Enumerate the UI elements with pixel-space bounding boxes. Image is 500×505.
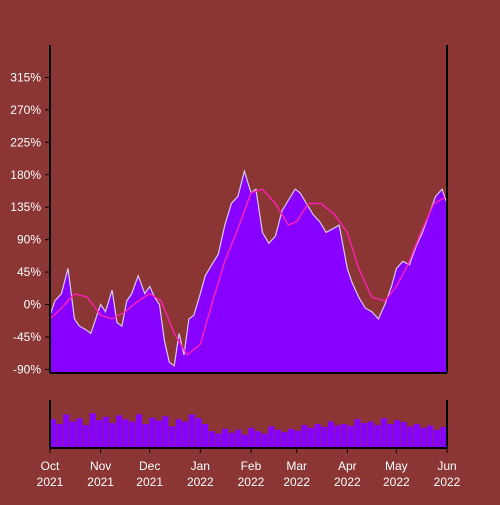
x-tick-year: 2022 xyxy=(334,475,361,489)
volume-bar xyxy=(367,421,374,448)
x-tick-year: 2022 xyxy=(187,475,214,489)
volume-bar xyxy=(294,430,301,448)
volume-bar xyxy=(195,418,202,448)
volume-bar xyxy=(188,414,195,448)
volume-bar xyxy=(56,424,63,448)
x-tick-month: Feb xyxy=(241,459,262,473)
volume-bar xyxy=(380,418,387,448)
volume-bar xyxy=(413,424,420,448)
volume-bar xyxy=(374,425,381,448)
volume-bar xyxy=(241,434,248,448)
x-tick-year: 2021 xyxy=(87,475,114,489)
volume-bar xyxy=(248,427,255,448)
x-tick-month: Jun xyxy=(437,459,456,473)
volume-bar xyxy=(208,431,215,448)
volume-bar xyxy=(102,416,109,448)
volume-bar xyxy=(288,428,295,448)
x-tick-month: Nov xyxy=(90,459,111,473)
price-panel xyxy=(49,45,448,374)
volume-bar xyxy=(69,421,76,448)
volume-bar xyxy=(400,422,407,448)
volume-bar xyxy=(387,424,394,448)
volume-bar xyxy=(334,425,341,448)
y-tick-label: -45% xyxy=(13,330,41,344)
volume-bar xyxy=(301,425,308,448)
y-tick-label: 315% xyxy=(10,70,41,84)
y-tick-label: 270% xyxy=(10,103,41,117)
volume-bar xyxy=(89,413,96,448)
volume-bar xyxy=(116,415,123,448)
volume-bar xyxy=(327,421,334,448)
y-tick-label: -90% xyxy=(13,362,41,376)
y-tick-label: 225% xyxy=(10,135,41,149)
volume-bar xyxy=(255,431,262,448)
x-axis: Oct 2021 Nov 2021 Dec 2021 Jan 2022 Feb 2022 Mar 20… xyxy=(37,448,461,489)
volume-bar xyxy=(96,420,103,448)
volume-bar xyxy=(321,426,328,448)
volume-bar xyxy=(308,427,315,448)
volume-bar xyxy=(268,426,275,448)
x-tick-year: 2021 xyxy=(136,475,163,489)
y-tick-label: 180% xyxy=(10,168,41,182)
x-tick-year: 2022 xyxy=(383,475,410,489)
volume-bar xyxy=(222,428,228,448)
volume-bar xyxy=(162,416,169,448)
x-tick-month: May xyxy=(385,459,408,473)
y-tick-label: 0% xyxy=(24,298,42,312)
volume-bar xyxy=(228,432,235,448)
volume-bar xyxy=(235,429,242,448)
x-tick-month: Dec xyxy=(139,459,160,473)
x-tick-month: Mar xyxy=(286,459,307,473)
volume-bar xyxy=(261,433,268,448)
volume-bar xyxy=(341,424,348,448)
price-area xyxy=(50,171,447,373)
volume-bar xyxy=(169,426,176,448)
x-tick-year: 2022 xyxy=(238,475,265,489)
price-line xyxy=(49,168,448,367)
y-tick-label: 45% xyxy=(17,265,41,279)
volume-bar xyxy=(122,419,129,448)
volume-bar xyxy=(129,421,136,448)
volume-bar xyxy=(281,432,288,448)
x-tick-month: Oct xyxy=(41,459,60,473)
volume-bar xyxy=(136,414,142,448)
volume-bar xyxy=(354,419,361,448)
volume-bar xyxy=(142,424,149,448)
y-tick-label: 90% xyxy=(17,233,41,247)
x-tick-year: 2021 xyxy=(37,475,64,489)
x-tick-month: Jan xyxy=(191,459,210,473)
volume-bar xyxy=(155,420,162,448)
volume-bar xyxy=(149,417,156,448)
y-axis: 315% 270% 225% 180% 135% 90% 45% 0% -45% -90% xyxy=(10,70,50,376)
volume-bar xyxy=(76,418,83,448)
x-tick-year: 2022 xyxy=(283,475,310,489)
volume-bar xyxy=(182,421,189,448)
volume-bar xyxy=(394,420,401,448)
volume-bar xyxy=(109,423,116,448)
volume-bar xyxy=(314,424,321,448)
volume-bar xyxy=(83,425,90,448)
volume-bar xyxy=(63,414,70,448)
x-tick-month: Apr xyxy=(338,459,357,473)
volume-bar xyxy=(347,425,354,448)
volume-bar xyxy=(361,423,367,448)
volume-bar xyxy=(202,424,209,448)
moving-average-line xyxy=(49,188,448,357)
x-tick-year: 2022 xyxy=(434,475,461,489)
volume-bar xyxy=(440,426,447,448)
volume-panel xyxy=(49,400,448,449)
volume-bar xyxy=(407,426,414,448)
volume-bar xyxy=(420,427,427,448)
volume-bar xyxy=(215,433,222,448)
volume-bar xyxy=(275,429,281,448)
volume-bar xyxy=(50,419,56,448)
volume-bar xyxy=(433,429,440,448)
y-tick-label: 135% xyxy=(10,200,41,214)
volume-bar xyxy=(427,425,434,448)
volume-bar xyxy=(175,419,182,448)
